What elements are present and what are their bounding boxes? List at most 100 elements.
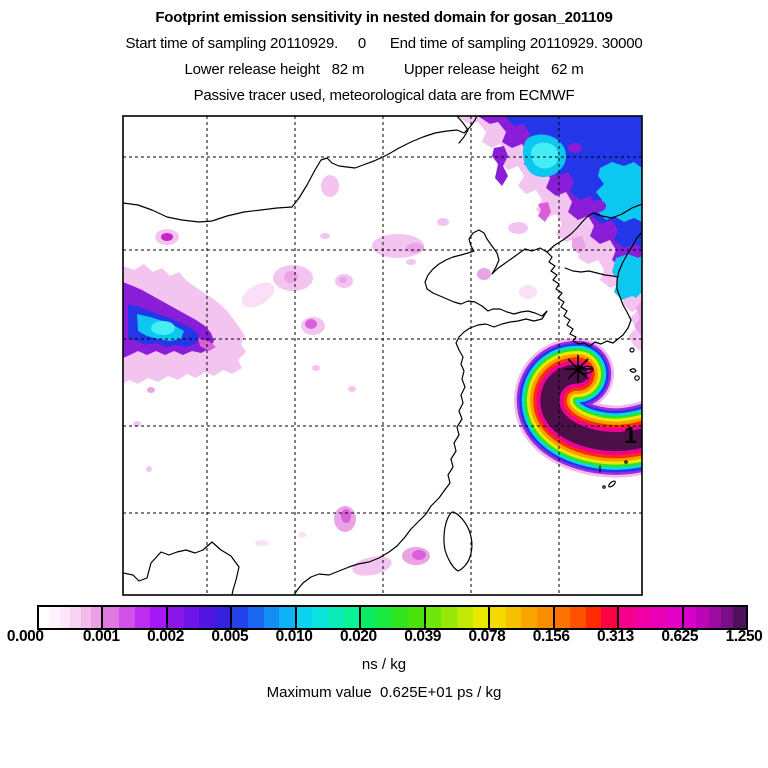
colorbar-cell [214,607,231,628]
colorbar-tick-label: 0.000 [6,628,44,645]
colorbar-tick-label: 0.156 [532,628,570,645]
colorbar-cell [537,607,553,628]
patch [508,222,528,234]
colorbar-cell [683,607,697,628]
colorbar-tick-label: 0.020 [339,628,377,645]
border-south-china [123,541,240,595]
colorbar-cell [296,607,313,628]
patch [437,218,449,226]
colorbar-cell [570,607,586,628]
colorbar-segment [619,607,684,628]
colorbar-tick-label: 0.005 [211,628,249,645]
patch [352,556,392,576]
colorbar [37,605,748,630]
colorbar-cell [521,607,537,628]
sampling-times-line: Start time of sampling 20110929. 0 End t… [125,35,643,52]
colorbar-cell [619,607,635,628]
patch [406,243,424,253]
colorbar-ticks: 0.000 0.001 0.002 0.005 0.010 0.020 0.039 0.078… [7,628,763,648]
colorbar-segment [39,607,104,628]
patch [321,175,339,197]
colorbar-cell [263,607,280,628]
blob-ne-cyan-bright [531,142,559,169]
colorbar-cell [119,607,135,628]
maximum-value-label: Maximum value 0.625E+01 ps / kg [266,684,502,701]
colorbar-cell [167,607,184,628]
colorbar-segment [425,607,491,628]
colorbar-cell [376,607,393,628]
colorbar-cell [150,607,166,628]
colorbar-cell [490,607,506,628]
colorbar-cell [80,607,92,628]
patch [339,277,347,283]
border-yalu [524,220,584,253]
colorbar-tick-label: 0.078 [468,628,506,645]
colorbar-cell [650,607,666,628]
patch [255,540,269,546]
blob-ne-cyan-core2 [596,162,642,222]
colorbar-cell [425,607,442,628]
blob-w-tail2 [147,387,155,393]
colorbar-segment [232,607,297,628]
patch [519,285,537,299]
colorbar-cell [59,607,71,628]
coastline-korea [546,231,642,347]
colorbar-segment [103,607,168,628]
graticule [123,116,642,595]
colorbar-cell [328,607,344,628]
colorbar-tick-label: 0.625 [661,628,699,645]
colorbar-cell [199,607,215,628]
coastline-china [293,229,548,595]
colorbar-tick-label: 0.010 [275,628,313,645]
colorbar-segment [554,607,620,628]
taiwan-island [443,511,473,572]
colorbar-unit-label: ns / kg [361,656,407,673]
colorbar-cell [134,607,151,628]
blob-ne-hang2 [538,202,551,222]
map-frame [122,115,643,596]
border-amur [582,203,642,222]
blob-ne-texture2 [590,200,606,212]
patch [477,268,491,280]
blob-w-core [151,321,175,335]
colorbar-cell [91,607,102,628]
colorbar-cell [601,607,618,628]
emission-blob-northeast [455,116,642,352]
island-tsushima [629,347,635,353]
colorbar-cell [39,607,50,628]
colorbar-cell [634,607,651,628]
colorbar-cell [708,607,721,628]
patch [305,319,317,329]
border-mongolia-russia [123,116,478,223]
island-dot1 [624,460,628,464]
patch [412,550,426,560]
colorbar-segment [167,607,233,628]
patch [406,259,416,265]
colorbar-cell [665,607,682,628]
colorbar-cell [720,607,734,628]
colorbar-cell [183,607,200,628]
patch [341,509,351,523]
patch [298,532,306,538]
colorbar-cell [505,607,522,628]
colorbar-cell [392,607,409,628]
colorbar-cell [585,607,602,628]
colorbar-tick-label: 0.002 [147,628,184,645]
colorbar-cell [247,607,264,628]
colorbar-tick-label: 1.250 [725,628,763,645]
tracer-met-line: Passive tracer used, meteorological data… [193,87,575,104]
patch [146,466,152,472]
island-small2 [634,375,640,381]
island-small1 [629,368,637,373]
receptor-label: 1 [624,422,637,448]
colorbar-cell [696,607,709,628]
patch [320,233,330,239]
release-heights-line: Lower release height 82 m Upper release … [184,61,584,78]
colorbar-cell [554,607,571,628]
blob-ne-hang1 [492,146,508,186]
colorbar-cell [232,607,248,628]
patch [348,386,356,392]
patch [284,271,298,283]
blob-w-tail1 [140,362,158,372]
